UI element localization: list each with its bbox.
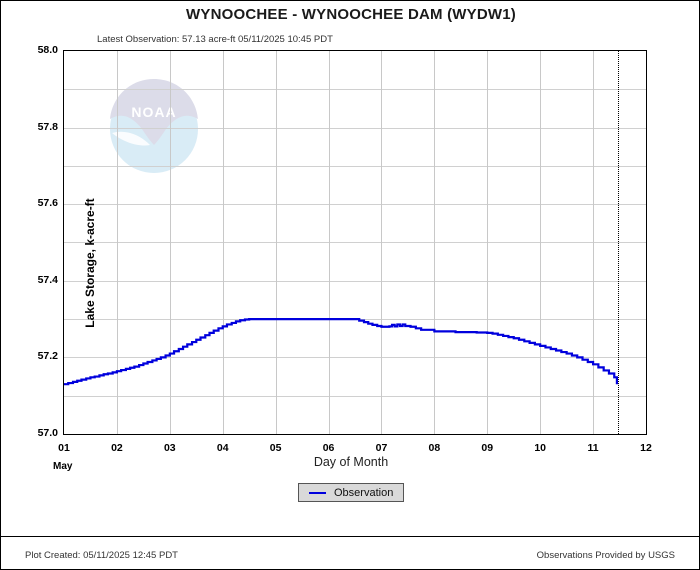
gridline-vertical: [540, 51, 541, 434]
gridline-vertical: [487, 51, 488, 434]
gridline-horizontal: [64, 281, 646, 282]
y-axis-tick-label: 57.4: [37, 273, 58, 286]
gridline-horizontal: [64, 242, 646, 243]
gridline-vertical: [329, 51, 330, 434]
x-axis-tick-label: 05: [269, 442, 282, 454]
x-axis-tick-label: 07: [375, 442, 388, 454]
x-axis-tick-label: 04: [216, 442, 229, 454]
legend-item-observation: Observation: [334, 486, 394, 499]
gridline-vertical: [381, 51, 382, 434]
x-axis-tick-label: 10: [534, 442, 547, 454]
plot-inner: NOAA: [64, 51, 646, 434]
x-axis-tick-label: 09: [481, 442, 494, 454]
gridline-horizontal: [64, 166, 646, 167]
gridline-vertical: [593, 51, 594, 434]
gridline-horizontal: [64, 204, 646, 205]
x-axis-tick-label: 06: [322, 442, 335, 454]
latest-observation-subtitle: Latest Observation: 57.13 acre-ft 05/11/…: [97, 34, 333, 45]
gridline-vertical: [223, 51, 224, 434]
y-axis-tick-label: 57.8: [37, 120, 58, 133]
data-source-text: Observations Provided by USGS: [536, 550, 675, 561]
gridline-vertical: [434, 51, 435, 434]
legend-line-swatch: [309, 491, 326, 494]
y-axis-label: Lake Storage, k-acre-ft: [83, 198, 97, 328]
current-time-line: [617, 51, 619, 434]
y-axis-tick-label: 57.0: [37, 427, 58, 439]
x-axis-tick-label: 03: [163, 442, 176, 454]
gridline-vertical: [117, 51, 118, 434]
month-label: May: [53, 461, 73, 472]
gridline-horizontal: [64, 357, 646, 358]
y-axis-tick-label: 57.2: [37, 350, 58, 363]
gridline-horizontal: [64, 89, 646, 90]
x-axis-tick-label: 08: [428, 442, 441, 454]
x-axis-tick-label: 02: [111, 442, 123, 454]
observation-series: [64, 318, 619, 386]
gridline-vertical: [276, 51, 277, 434]
chart-legend[interactable]: Observation: [298, 483, 405, 502]
x-axis-label: Day of Month: [313, 455, 389, 469]
gridline-horizontal: [64, 128, 646, 129]
plot-created-text: Plot Created: 05/11/2025 12:45 PDT: [25, 550, 178, 561]
x-axis-tick-label: 12: [640, 442, 652, 454]
series-line-observation: [64, 318, 619, 386]
x-axis-tick-label: 01: [58, 442, 70, 454]
plot-area: NOAA 58.0 57.8 57.6 57.4 57.2 57.0 01 02 03 04 05…: [38, 44, 652, 454]
y-axis-tick-label: 57.6: [37, 197, 58, 210]
page-title: WYNOOCHEE - WYNOOCHEE DAM (WYDW1): [186, 6, 516, 23]
x-axis-tick-label: 11: [587, 442, 599, 454]
gridline-vertical: [170, 51, 171, 434]
y-axis-tick-label: 58.0: [37, 44, 58, 56]
footer-divider: [1, 536, 699, 537]
gridline-horizontal: [64, 396, 646, 397]
